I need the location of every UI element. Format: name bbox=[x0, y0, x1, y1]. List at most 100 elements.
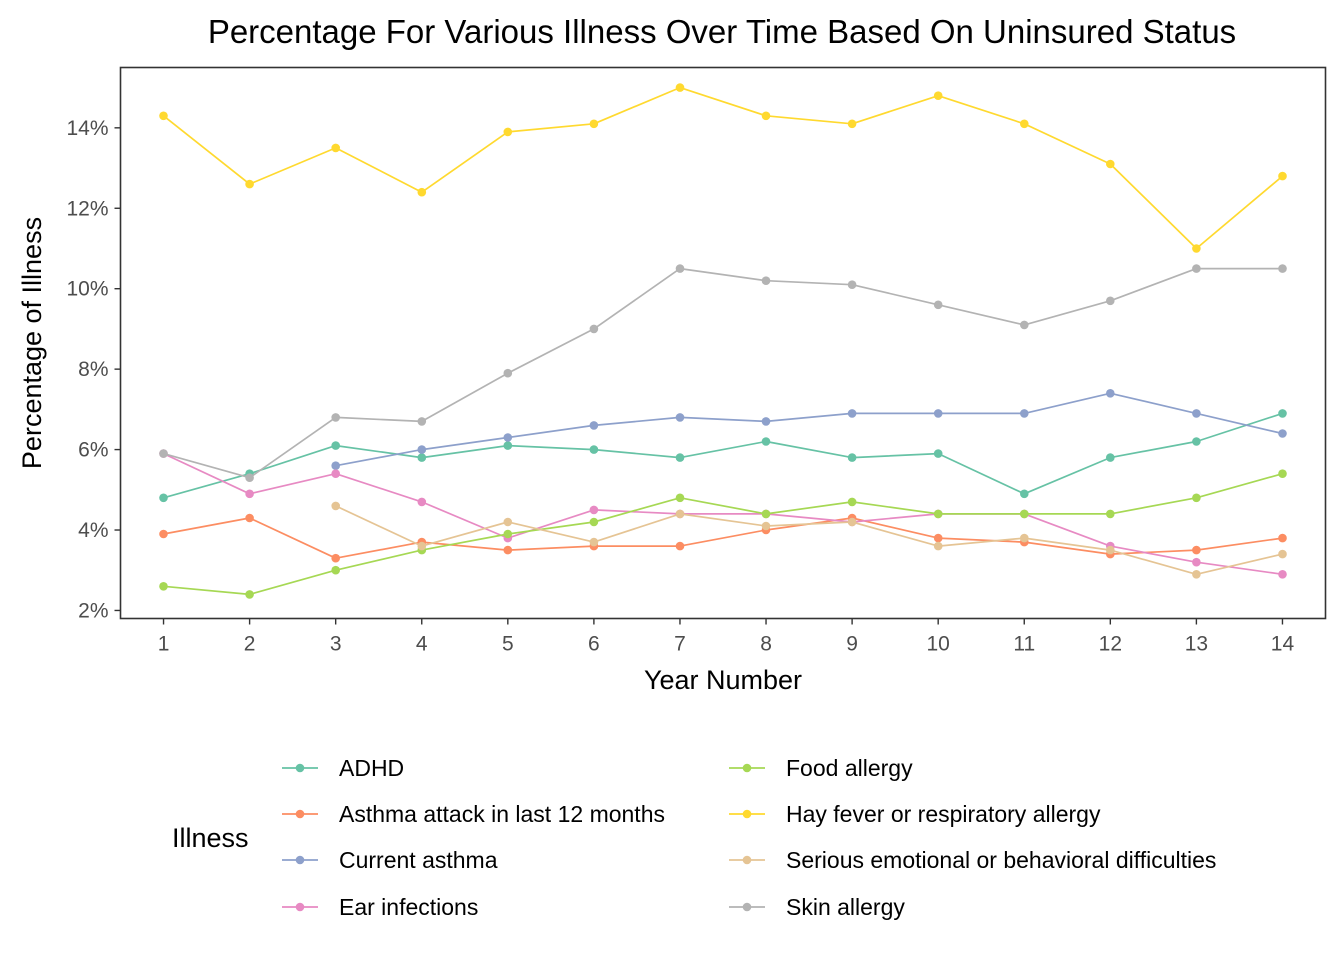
series-line bbox=[335, 392, 1283, 467]
legend-key-point bbox=[742, 855, 752, 865]
data-point bbox=[1020, 533, 1029, 543]
data-point bbox=[847, 517, 857, 527]
data-point bbox=[675, 264, 685, 273]
data-point bbox=[589, 445, 599, 454]
legend-item: Serious emotional or behavioral difficul… bbox=[729, 847, 1216, 873]
legend-label: Skin allergy bbox=[786, 894, 905, 920]
data-point bbox=[1106, 509, 1115, 519]
x-tick-label: 8 bbox=[760, 633, 772, 656]
data-point bbox=[761, 417, 771, 426]
data-point bbox=[761, 509, 771, 519]
data-point bbox=[675, 509, 685, 519]
series-adhd bbox=[159, 409, 1287, 503]
data-point bbox=[933, 509, 943, 519]
data-point bbox=[1192, 570, 1201, 579]
y-tick-label: 6% bbox=[78, 439, 108, 462]
series-hay-fever-or-respiratory-allergy bbox=[159, 83, 1287, 253]
data-point bbox=[589, 119, 599, 129]
data-point bbox=[1106, 159, 1115, 169]
legend-item: Food allergy bbox=[729, 755, 913, 781]
plot-panel bbox=[119, 66, 1327, 620]
x-tick-label: 6 bbox=[588, 633, 600, 656]
x-tick-label: 12 bbox=[1099, 633, 1122, 656]
series-serious-emotional-or-behavioral-difficulties bbox=[331, 501, 1287, 579]
legend-key-point bbox=[742, 902, 752, 912]
x-axis: 1 2 3 4 5 6 7 8 9 10 11 12 13 14 bbox=[158, 618, 1295, 656]
series-layer bbox=[159, 83, 1287, 599]
data-point bbox=[245, 473, 254, 483]
data-point bbox=[1020, 409, 1029, 418]
data-point bbox=[1192, 244, 1201, 253]
series-line bbox=[335, 505, 1283, 576]
x-tick-label: 13 bbox=[1185, 633, 1208, 656]
data-point bbox=[1192, 545, 1201, 555]
data-point bbox=[1278, 264, 1287, 273]
data-point bbox=[331, 501, 341, 511]
data-point bbox=[761, 437, 771, 446]
chart-title: Percentage For Various Illness Over Time… bbox=[208, 13, 1236, 50]
series-line bbox=[163, 452, 1283, 576]
data-point bbox=[1106, 453, 1115, 462]
data-point bbox=[1020, 119, 1029, 129]
data-point bbox=[1278, 429, 1287, 438]
data-point bbox=[417, 417, 427, 426]
data-point bbox=[1020, 509, 1029, 519]
data-point bbox=[847, 119, 857, 129]
series-current-asthma bbox=[331, 389, 1287, 471]
data-point bbox=[1192, 409, 1201, 418]
data-point bbox=[417, 445, 427, 454]
legend-label: Ear infections bbox=[339, 894, 478, 920]
data-point bbox=[1106, 545, 1115, 555]
data-point bbox=[417, 453, 427, 462]
data-point bbox=[1278, 469, 1287, 479]
data-point bbox=[847, 409, 857, 418]
series-line bbox=[162, 86, 1284, 250]
data-point bbox=[761, 276, 771, 286]
x-tick-label: 14 bbox=[1271, 633, 1295, 656]
data-point bbox=[503, 433, 513, 442]
data-point bbox=[417, 541, 427, 551]
legend-key-point bbox=[295, 902, 305, 912]
data-point bbox=[417, 187, 427, 197]
data-point bbox=[675, 413, 685, 422]
y-tick-label: 4% bbox=[78, 519, 108, 542]
data-point bbox=[589, 537, 599, 547]
data-point bbox=[761, 521, 771, 531]
y-tick-label: 12% bbox=[66, 197, 108, 220]
x-tick-label: 9 bbox=[846, 633, 858, 656]
legend-item: Asthma attack in last 12 months bbox=[282, 801, 665, 827]
legend-item: Ear infections bbox=[282, 894, 478, 920]
data-point bbox=[847, 497, 857, 507]
legend-key-point bbox=[742, 763, 752, 773]
legend-label: ADHD bbox=[339, 755, 404, 781]
legend-key-point bbox=[295, 855, 305, 865]
x-tick-label: 3 bbox=[330, 633, 342, 656]
data-point bbox=[1278, 171, 1287, 181]
data-point bbox=[1020, 320, 1029, 330]
data-point bbox=[503, 529, 513, 539]
data-point bbox=[417, 497, 427, 507]
y-tick-label: 14% bbox=[66, 117, 108, 140]
data-point bbox=[1278, 533, 1287, 543]
legend-item: Hay fever or respiratory allergy bbox=[729, 801, 1101, 827]
legend-label: Asthma attack in last 12 months bbox=[339, 801, 665, 827]
y-tick-label: 2% bbox=[78, 599, 108, 622]
legend-label: Serious emotional or behavioral difficul… bbox=[786, 847, 1216, 873]
data-point bbox=[589, 505, 599, 515]
data-point bbox=[847, 453, 857, 462]
legend: Illness ADHD Asthma attack in last 12 mon… bbox=[172, 755, 1216, 920]
y-tick-label: 8% bbox=[78, 358, 108, 381]
x-tick-label: 11 bbox=[1013, 633, 1035, 656]
data-point bbox=[159, 449, 168, 458]
data-point bbox=[589, 421, 599, 430]
data-point bbox=[1106, 296, 1115, 306]
series-line bbox=[163, 412, 1283, 499]
data-point bbox=[933, 449, 943, 458]
data-point bbox=[245, 513, 254, 523]
series-line bbox=[163, 267, 1283, 479]
legend-label: Hay fever or respiratory allergy bbox=[786, 801, 1101, 827]
x-tick-label: 4 bbox=[416, 633, 428, 656]
data-point bbox=[1192, 264, 1201, 273]
x-tick-label: 1 bbox=[158, 633, 170, 656]
